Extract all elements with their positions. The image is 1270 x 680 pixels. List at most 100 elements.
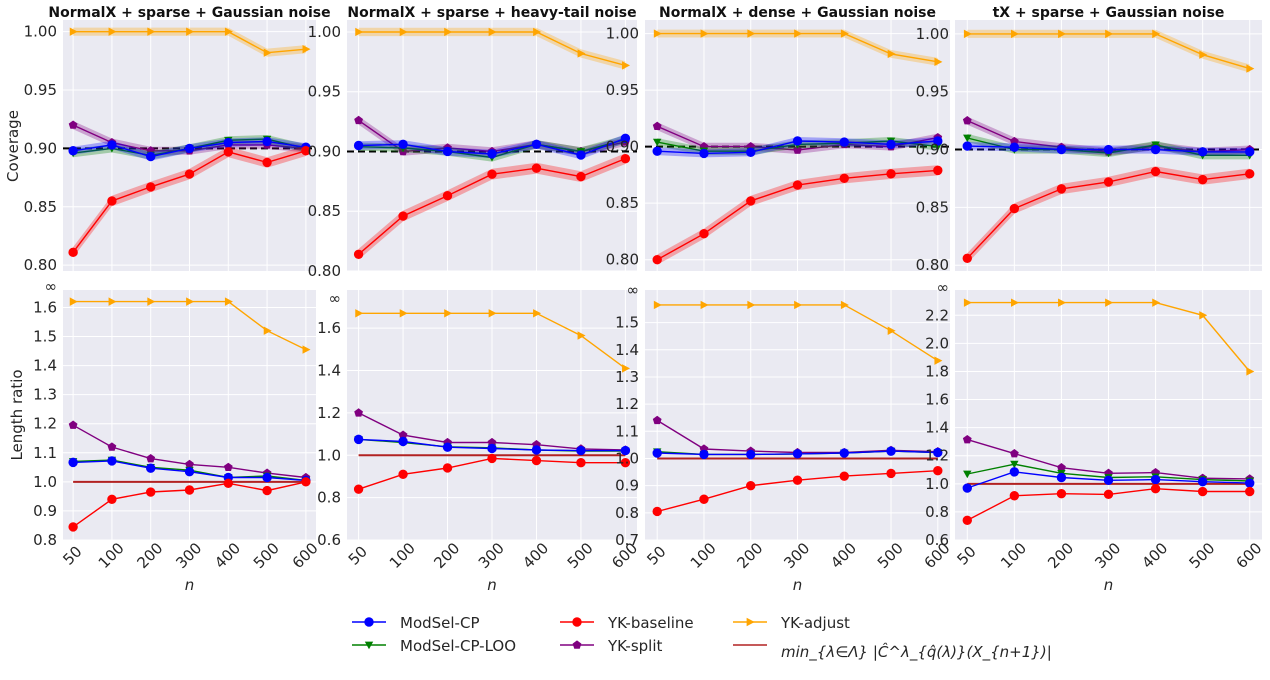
data-point — [487, 149, 497, 159]
data-point — [444, 27, 453, 37]
data-point — [353, 484, 364, 494]
data-point — [147, 27, 156, 36]
data-point — [576, 445, 586, 456]
data-point — [353, 434, 364, 445]
data-point — [108, 297, 117, 306]
x-tick-label: 400 — [211, 539, 244, 572]
data-point — [1103, 489, 1114, 500]
y-tick-label: 1.0 — [615, 449, 639, 467]
data-point — [353, 249, 364, 259]
data-point — [186, 297, 195, 306]
data-point — [487, 453, 497, 464]
data-point — [185, 459, 194, 469]
confidence-band — [73, 145, 306, 258]
y-tick-label: 1.2 — [925, 447, 949, 465]
series-modsel-cp — [652, 446, 943, 460]
data-point — [224, 27, 233, 36]
y-tick-label: 0.90 — [606, 138, 639, 156]
y-tick-label: 0.80 — [24, 256, 57, 274]
data-point — [107, 140, 117, 150]
data-point — [184, 466, 195, 477]
x-tick-label: 400 — [827, 539, 860, 572]
y-tick-label: 0.90 — [24, 139, 57, 157]
data-point — [301, 146, 311, 156]
data-point — [442, 463, 453, 473]
data-point — [355, 27, 364, 37]
data-point — [531, 455, 542, 466]
data-point — [653, 138, 662, 147]
series-yk-baseline — [962, 484, 1255, 526]
data-point — [1057, 463, 1066, 472]
y-tick-label: 1.4 — [925, 419, 949, 437]
data-point — [355, 309, 364, 318]
data-point — [146, 453, 156, 463]
series-yk-baseline — [652, 466, 943, 517]
data-point — [1197, 174, 1208, 185]
data-point — [963, 298, 972, 307]
y-tick-label: 1.1 — [33, 444, 57, 462]
series-modsel-cp — [353, 133, 631, 160]
y-tick-label: 0.85 — [916, 198, 949, 216]
panel-title: tX + sparse + Gaussian noise — [993, 5, 1225, 21]
x-tick-label: 400 — [519, 539, 552, 572]
y-tick-label: 0.8 — [33, 531, 57, 549]
x-tick-label: 300 — [475, 539, 508, 572]
data-point — [262, 136, 272, 147]
data-point — [1197, 147, 1208, 157]
x-axis-label: n — [1104, 576, 1114, 594]
y-tick-label: 0.80 — [308, 262, 341, 280]
legend-label: ModSel-CP — [400, 614, 480, 632]
legend-item-min-line: min_{λ∈Λ} |Ĉ^λ_{q̂(λ)}(X_{n+1})| — [733, 642, 1052, 662]
data-point — [398, 436, 408, 447]
data-point — [1150, 166, 1161, 177]
data-point — [793, 145, 802, 154]
data-point — [1105, 29, 1114, 39]
data-point — [107, 494, 117, 505]
data-point — [933, 447, 943, 458]
data-point — [146, 151, 156, 162]
data-point — [224, 297, 233, 306]
data-point — [700, 300, 709, 310]
data-point — [398, 139, 408, 150]
y-tick-label: 0.95 — [24, 81, 57, 99]
data-point — [886, 169, 896, 179]
data-point — [262, 472, 272, 483]
data-point — [576, 150, 586, 160]
legend-item-yk-split: YK-split — [560, 637, 663, 655]
data-point — [223, 137, 233, 148]
data-point — [107, 196, 117, 206]
series-yk-baseline — [353, 153, 631, 260]
data-point — [487, 169, 497, 179]
data-point — [1010, 298, 1019, 307]
data-point — [794, 300, 803, 310]
data-point — [263, 48, 272, 57]
data-point — [68, 247, 78, 258]
data-point — [1009, 203, 1020, 214]
data-point — [934, 356, 943, 365]
series-modsel-cp — [962, 467, 1255, 493]
data-point — [933, 165, 943, 176]
y-tick-label: 0.95 — [308, 83, 341, 101]
series-yk-adjust — [69, 27, 311, 57]
legend-marker — [364, 641, 374, 650]
data-point — [1150, 144, 1161, 155]
y-tick-label: 0.95 — [916, 83, 949, 101]
confidence-band — [358, 134, 626, 160]
x-axis-label: n — [185, 576, 195, 594]
panel-3-coverage: 0.80 0.85 0.90 0.95 1.00 NormalX + dense + Ga… — [606, 5, 950, 271]
x-tick-label: 50 — [953, 543, 979, 569]
y-tick-label: 1.5 — [33, 328, 57, 346]
data-point — [792, 475, 803, 485]
data-point — [792, 136, 803, 146]
data-point — [354, 115, 363, 125]
y-tick-label: 1.00 — [916, 25, 949, 43]
data-point — [1103, 177, 1114, 187]
data-point — [1152, 298, 1161, 307]
data-point — [620, 153, 631, 164]
series-modsel-cp — [353, 434, 631, 456]
data-point — [68, 120, 78, 129]
data-point — [1009, 449, 1019, 458]
data-point — [652, 415, 662, 425]
data-point — [962, 253, 972, 263]
y-tick-label: 0.80 — [916, 256, 949, 274]
